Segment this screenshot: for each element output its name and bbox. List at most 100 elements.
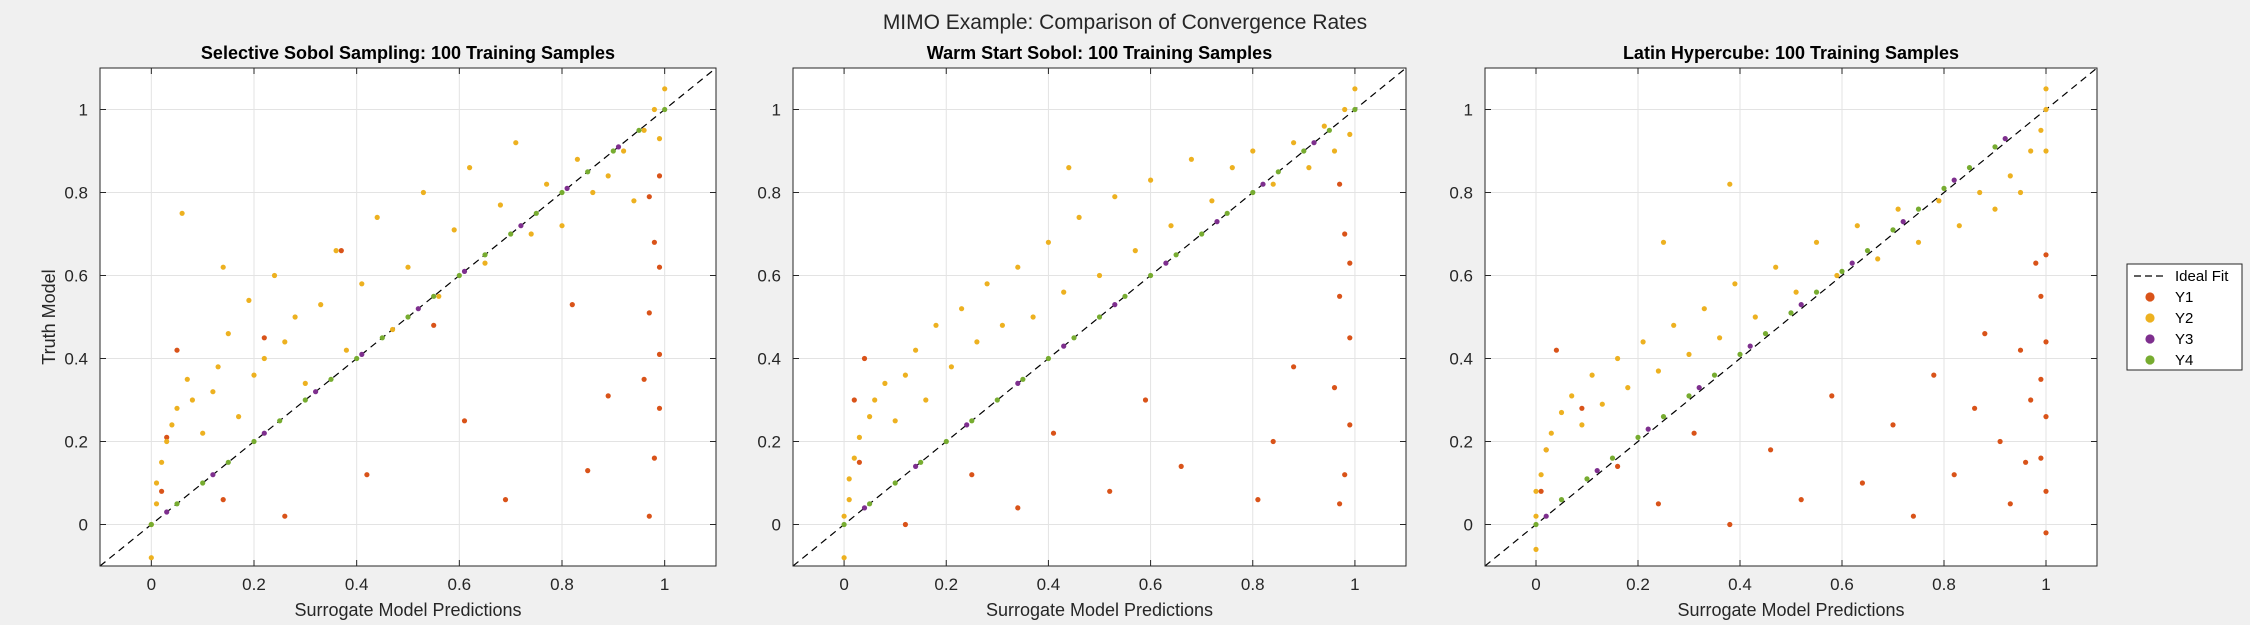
x-tick-label: 1: [2041, 575, 2050, 594]
data-point-y1: [1270, 438, 1276, 445]
data-point-y2: [292, 314, 298, 320]
data-point-y2: [1977, 189, 1983, 196]
data-point-y1: [2007, 501, 2013, 507]
data-point-y3: [1112, 302, 1118, 308]
data-point-y4: [1275, 169, 1281, 175]
data-point-y4: [508, 231, 514, 237]
data-point-y2: [236, 414, 242, 420]
data-point-y2: [1306, 165, 1312, 171]
data-point-y4: [277, 418, 283, 424]
data-point-y1: [656, 351, 663, 357]
data-point-y2: [846, 497, 852, 503]
data-point-y2: [343, 347, 349, 353]
data-point-y2: [1686, 351, 1692, 357]
data-point-y2: [544, 181, 550, 187]
data-point-y2: [1066, 165, 1072, 171]
data-point-y2: [1538, 472, 1544, 478]
data-point-y2: [2017, 189, 2024, 196]
data-point-y2: [841, 555, 847, 561]
data-point-y2: [1854, 223, 1860, 229]
data-point-y3: [1594, 468, 1600, 474]
data-point-y1: [969, 472, 975, 478]
data-point-y4: [328, 376, 334, 382]
data-point-y1: [282, 513, 288, 519]
data-point-y2: [1015, 264, 1021, 270]
data-point-y2: [1615, 355, 1621, 362]
x-tick-label: 0.2: [1626, 575, 1650, 594]
data-point-y4: [841, 521, 847, 528]
data-point-y2: [841, 513, 847, 519]
y-tick-label: 0.8: [64, 184, 88, 203]
series-y1: [1538, 252, 2049, 536]
x-tick-label: 0: [1531, 575, 1540, 594]
data-point-y4: [379, 335, 385, 341]
y-tick-label: 0.6: [1449, 267, 1473, 286]
data-point-y2: [1599, 401, 1605, 407]
data-point-y2: [1558, 409, 1565, 416]
data-point-y1: [2043, 339, 2049, 345]
data-point-y4: [610, 148, 616, 154]
data-point-y3: [1260, 181, 1266, 187]
data-point-y4: [867, 501, 873, 507]
chart-title: Latin Hypercube: 100 Training Samples: [1623, 43, 1959, 63]
legend[interactable]: Ideal Fit Y1 Y2 Y3 Y4: [2126, 263, 2243, 371]
data-point-y1: [1951, 472, 1957, 478]
data-point-y2: [1793, 289, 1799, 295]
data-point-y1: [1768, 447, 1774, 453]
data-point-y2: [1533, 546, 1539, 553]
data-point-y1: [1859, 480, 1865, 486]
data-point-y4: [1839, 268, 1845, 274]
data-point-y2: [1773, 264, 1779, 270]
data-point-y1: [461, 418, 468, 424]
y-tick-label: 0: [1464, 516, 1473, 535]
y-tick-label: 0.8: [757, 184, 781, 203]
data-point-y4: [969, 418, 975, 424]
data-point-y3: [1061, 343, 1067, 349]
data-point-y4: [1301, 148, 1307, 154]
y-axis-label: Truth Model: [39, 269, 59, 364]
data-point-y2: [2043, 106, 2049, 113]
series-y2: [841, 86, 1358, 561]
data-point-y1: [502, 497, 509, 503]
data-point-y2: [184, 376, 190, 382]
data-point-y3: [1747, 343, 1753, 349]
data-point-y3: [518, 223, 524, 229]
data-point-y4: [431, 293, 437, 299]
data-point-y1: [159, 488, 165, 494]
data-point-y2: [374, 214, 380, 220]
data-point-y2: [1895, 206, 1901, 212]
data-point-y2: [1061, 289, 1067, 295]
data-point-y2: [246, 297, 252, 303]
data-point-y1: [1142, 397, 1149, 403]
x-tick-label: 0.8: [1241, 575, 1265, 594]
data-point-y1: [220, 497, 226, 503]
data-point-y1: [1727, 521, 1733, 528]
data-point-y1: [651, 455, 658, 461]
data-point-y2: [984, 281, 990, 287]
data-point-y1: [651, 239, 658, 245]
legend-label: Y1: [2175, 289, 2193, 306]
data-point-y1: [2043, 252, 2049, 258]
data-point-y2: [662, 86, 668, 92]
data-point-y1: [1655, 501, 1661, 507]
data-point-y2: [153, 480, 160, 486]
data-point-y1: [861, 355, 868, 362]
data-point-y2: [153, 501, 160, 507]
data-point-y4: [456, 272, 462, 279]
legend-label: Y4: [2175, 352, 2193, 369]
data-point-y3: [461, 268, 468, 274]
data-point-y2: [1625, 385, 1631, 391]
data-point-y1: [1107, 488, 1113, 494]
data-point-y2: [872, 397, 878, 403]
data-point-y3: [1311, 140, 1317, 146]
x-tick-label: 0.4: [1728, 575, 1752, 594]
data-point-y2: [497, 202, 503, 208]
data-point-y4: [1737, 351, 1743, 357]
series-y4: [841, 106, 1358, 528]
data-point-y2: [2007, 173, 2013, 179]
data-point-y4: [1584, 476, 1590, 482]
series-y4: [148, 106, 668, 528]
data-point-y1: [1931, 372, 1937, 378]
data-point-y4: [1762, 331, 1769, 337]
